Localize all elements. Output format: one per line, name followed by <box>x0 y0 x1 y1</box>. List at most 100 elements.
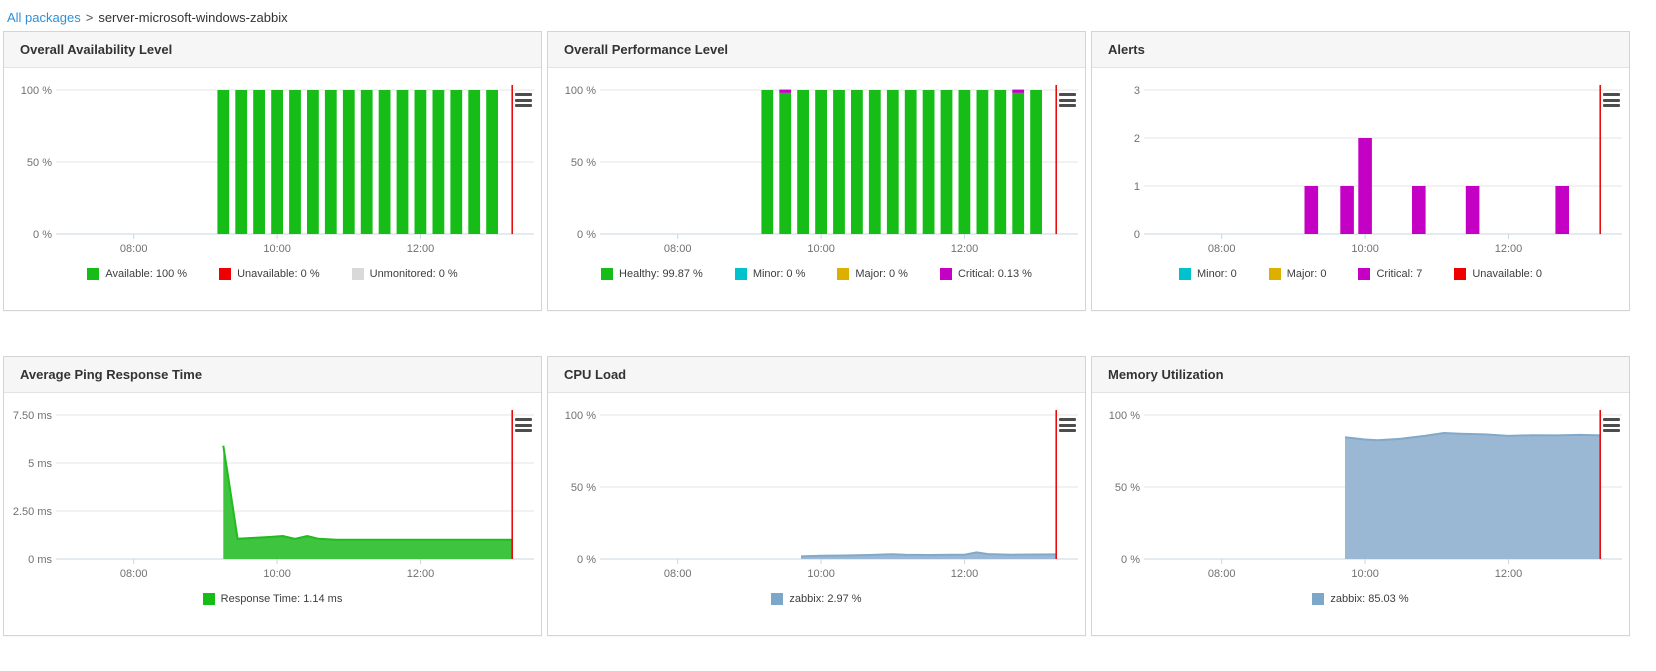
chart-panel-overall-performance: Overall Performance Level 100 % 50 % 0 % 08… <box>547 31 1086 311</box>
legend-label: Unavailable: 0 % <box>237 268 320 280</box>
legend-item[interactable]: Critical: 7 <box>1358 268 1422 280</box>
svg-text:12:00: 12:00 <box>951 568 979 580</box>
legend-label: Minor: 0 <box>1196 268 1237 280</box>
chart-panel-overall-availability: Overall Availability Level 100 % 50 % 0 % 0… <box>3 31 542 311</box>
breadcrumb-all-packages-link[interactable]: All packages <box>7 10 81 25</box>
panel-header: Overall Performance Level <box>548 32 1085 68</box>
svg-text:100 %: 100 % <box>565 410 596 422</box>
legend-swatch <box>1358 268 1371 280</box>
svg-text:08:00: 08:00 <box>664 243 692 255</box>
breadcrumb-separator: > <box>85 10 94 25</box>
svg-text:50 %: 50 % <box>27 157 52 169</box>
svg-text:10:00: 10:00 <box>263 568 291 580</box>
panel-body: 100 % 50 % 0 % 08:00 10:00 12:00 Available: 1… <box>4 71 541 313</box>
panel-body: 100 % 50 % 0 % 08:00 10:00 12:00 Healthy: 99.… <box>548 71 1085 313</box>
panel-header: CPU Load <box>548 357 1085 393</box>
legend-label: zabbix: 85.03 % <box>1330 593 1409 605</box>
panel-header: Memory Utilization <box>1092 357 1629 393</box>
panel-title: CPU Load <box>564 367 627 382</box>
breadcrumb: All packages > server-microsoft-windows-za… <box>0 0 1656 31</box>
legend-item[interactable]: Critical: 0.13 % <box>939 268 1032 280</box>
svg-text:100 %: 100 % <box>565 85 596 97</box>
chart-menu-icon[interactable] <box>1059 93 1076 107</box>
legend-item[interactable]: Major: 0 <box>1268 268 1327 280</box>
legend-label: Response Time: 1.14 ms <box>220 593 343 605</box>
chart-menu-icon[interactable] <box>1603 418 1620 432</box>
legend-swatch <box>771 593 784 605</box>
panel-header: Alerts <box>1092 32 1629 68</box>
svg-text:10:00: 10:00 <box>1351 568 1379 580</box>
alerts-chart-canvas[interactable]: 3 2 1 0 08:00 10:00 12:00 <box>1092 71 1629 263</box>
legend-swatch <box>1268 268 1281 280</box>
legend-item[interactable]: Available: 100 % <box>87 268 187 280</box>
legend-label: Available: 100 % <box>105 268 188 280</box>
performance-chart-canvas[interactable]: 100 % 50 % 0 % 08:00 10:00 12:00 <box>548 71 1085 263</box>
legend-label: Unmonitored: 0 % <box>369 268 458 280</box>
legend-swatch <box>939 268 952 280</box>
svg-text:50 %: 50 % <box>1115 482 1140 494</box>
panel-body: 7.50 ms 5 ms 2.50 ms 0 ms 08:00 10:00 12:00 Re… <box>4 396 541 638</box>
legend-swatch <box>202 593 215 605</box>
legend-item[interactable]: zabbix: 2.97 % <box>771 593 862 605</box>
chart-legend: Response Time: 1.14 ms <box>4 593 541 605</box>
legend-item[interactable]: Minor: 0 % <box>734 268 806 280</box>
svg-text:3: 3 <box>1134 85 1140 97</box>
legend-label: Major: 0 % <box>855 268 908 280</box>
chart-legend: Healthy: 99.87 % Minor: 0 % Major: 0 % Crit… <box>548 268 1085 280</box>
legend-label: Minor: 0 % <box>752 268 806 280</box>
panel-header: Overall Availability Level <box>4 32 541 68</box>
svg-text:1: 1 <box>1134 181 1140 193</box>
svg-text:50 %: 50 % <box>571 482 596 494</box>
chart-menu-icon[interactable] <box>515 93 532 107</box>
ping-chart-canvas[interactable]: 7.50 ms 5 ms 2.50 ms 0 ms 08:00 10:00 12:00 <box>4 396 541 588</box>
legend-item[interactable]: Unmonitored: 0 % <box>351 268 458 280</box>
svg-text:08:00: 08:00 <box>1208 243 1236 255</box>
svg-text:08:00: 08:00 <box>1208 568 1236 580</box>
dashboard-grid: Overall Availability Level 100 % 50 % 0 % 0… <box>0 31 1656 636</box>
breadcrumb-current-package: server-microsoft-windows-zabbix <box>98 10 288 25</box>
legend-item[interactable]: zabbix: 85.03 % <box>1312 593 1409 605</box>
chart-menu-icon[interactable] <box>515 418 532 432</box>
legend-item[interactable]: Unavailable: 0 % <box>219 268 320 280</box>
panel-title: Average Ping Response Time <box>20 367 203 382</box>
svg-text:100 %: 100 % <box>21 85 52 97</box>
chart-panel-cpu-load: CPU Load 100 % 50 % 0 % 08:00 10:00 12:00 zab… <box>547 356 1086 636</box>
legend-item[interactable]: Response Time: 1.14 ms <box>202 593 343 605</box>
availability-chart-canvas[interactable]: 100 % 50 % 0 % 08:00 10:00 12:00 <box>4 71 541 263</box>
panel-title: Memory Utilization <box>1108 367 1224 382</box>
legend-label: Major: 0 <box>1286 268 1327 280</box>
svg-text:100 %: 100 % <box>1109 410 1140 422</box>
panel-body: 100 % 50 % 0 % 08:00 10:00 12:00 zabbix: 2.97… <box>548 396 1085 638</box>
svg-text:50 %: 50 % <box>571 157 596 169</box>
svg-text:08:00: 08:00 <box>664 568 692 580</box>
legend-swatch <box>837 268 850 280</box>
svg-text:10:00: 10:00 <box>1351 243 1379 255</box>
cpu-chart-canvas[interactable]: 100 % 50 % 0 % 08:00 10:00 12:00 <box>548 396 1085 588</box>
legend-swatch <box>734 268 747 280</box>
chart-panel-alerts: Alerts 3 2 1 0 08:00 10:00 12:00 Minor: 0 Major… <box>1091 31 1630 311</box>
chart-legend: Minor: 0 Major: 0 Critical: 7 Unavailable: … <box>1092 268 1629 280</box>
legend-item[interactable]: Major: 0 % <box>837 268 908 280</box>
legend-swatch <box>601 268 614 280</box>
panel-title: Overall Availability Level <box>20 42 173 57</box>
chart-panel-memory-utilization: Memory Utilization 100 % 50 % 0 % 08:00 10:0… <box>1091 356 1630 636</box>
svg-text:12:00: 12:00 <box>1495 243 1523 255</box>
legend-swatch <box>1312 593 1325 605</box>
svg-text:2.50 ms: 2.50 ms <box>13 506 53 518</box>
legend-item[interactable]: Minor: 0 <box>1178 268 1237 280</box>
memory-chart-canvas[interactable]: 100 % 50 % 0 % 08:00 10:00 12:00 <box>1092 396 1629 588</box>
legend-item[interactable]: Unavailable: 0 <box>1454 268 1542 280</box>
legend-label: Healthy: 99.87 % <box>619 268 703 280</box>
svg-text:10:00: 10:00 <box>807 243 835 255</box>
svg-text:2: 2 <box>1134 133 1140 145</box>
svg-text:12:00: 12:00 <box>407 243 435 255</box>
legend-item[interactable]: Healthy: 99.87 % <box>601 268 703 280</box>
svg-text:0 %: 0 % <box>33 229 52 241</box>
legend-label: Unavailable: 0 <box>1472 268 1543 280</box>
chart-legend: Available: 100 % Unavailable: 0 % Unmonito… <box>4 268 541 280</box>
chart-menu-icon[interactable] <box>1059 418 1076 432</box>
svg-text:0 %: 0 % <box>577 554 596 566</box>
chart-menu-icon[interactable] <box>1603 93 1620 107</box>
legend-label: Critical: 0.13 % <box>957 268 1032 280</box>
svg-text:12:00: 12:00 <box>1495 568 1523 580</box>
